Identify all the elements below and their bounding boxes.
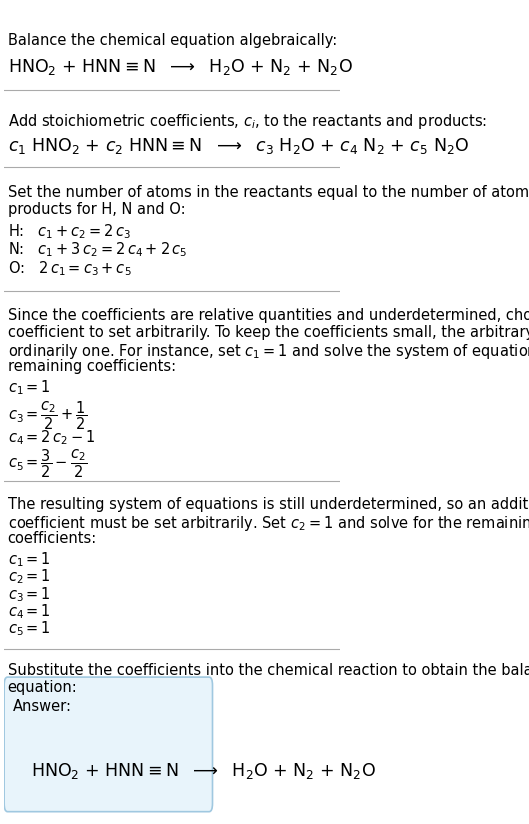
Text: O:   $2\,c_1 = c_3 + c_5$: O: $2\,c_1 = c_3 + c_5$ xyxy=(7,260,131,279)
Text: $c_1 = 1$: $c_1 = 1$ xyxy=(7,378,50,397)
Text: Set the number of atoms in the reactants equal to the number of atoms in the: Set the number of atoms in the reactants… xyxy=(7,185,529,200)
Text: ordinarily one. For instance, set $c_1 = 1$ and solve the system of equations fo: ordinarily one. For instance, set $c_1 =… xyxy=(7,342,529,361)
Text: products for H, N and O:: products for H, N and O: xyxy=(7,203,185,218)
Text: remaining coefficients:: remaining coefficients: xyxy=(7,359,176,374)
Text: Substitute the coefficients into the chemical reaction to obtain the balanced: Substitute the coefficients into the che… xyxy=(7,663,529,678)
Text: $c_4 = 1$: $c_4 = 1$ xyxy=(7,602,50,620)
Text: equation:: equation: xyxy=(7,681,77,695)
Text: $c_1$ HNO$_2$ + $c_2$ HNN$\equiv$N  $\longrightarrow$  $c_3$ H$_2$O + $c_4$ N$_2: $c_1$ HNO$_2$ + $c_2$ HNN$\equiv$N $\lon… xyxy=(7,136,469,157)
Text: N:   $c_1 + 3\,c_2 = 2\,c_4 + 2\,c_5$: N: $c_1 + 3\,c_2 = 2\,c_4 + 2\,c_5$ xyxy=(7,241,187,260)
Text: coefficient must be set arbitrarily. Set $c_2 = 1$ and solve for the remaining: coefficient must be set arbitrarily. Set… xyxy=(7,514,529,533)
FancyBboxPatch shape xyxy=(4,677,213,812)
Text: HNO$_2$ + HNN$\equiv$N  $\longrightarrow$  H$_2$O + N$_2$ + N$_2$O: HNO$_2$ + HNN$\equiv$N $\longrightarrow$… xyxy=(7,57,352,77)
Text: $c_3 = \dfrac{c_2}{2} + \dfrac{1}{2}$: $c_3 = \dfrac{c_2}{2} + \dfrac{1}{2}$ xyxy=(7,399,87,432)
Text: Balance the chemical equation algebraically:: Balance the chemical equation algebraica… xyxy=(7,33,337,48)
Text: $c_1 = 1$: $c_1 = 1$ xyxy=(7,550,50,569)
Text: $c_5 = \dfrac{3}{2} - \dfrac{c_2}{2}$: $c_5 = \dfrac{3}{2} - \dfrac{c_2}{2}$ xyxy=(7,448,87,480)
Text: Since the coefficients are relative quantities and underdetermined, choose a: Since the coefficients are relative quan… xyxy=(7,307,529,322)
Text: $c_5 = 1$: $c_5 = 1$ xyxy=(7,619,50,638)
Text: $c_4 = 2\,c_2 - 1$: $c_4 = 2\,c_2 - 1$ xyxy=(7,428,95,447)
Text: Add stoichiometric coefficients, $c_i$, to the reactants and products:: Add stoichiometric coefficients, $c_i$, … xyxy=(7,112,487,131)
Text: coefficient to set arbitrarily. To keep the coefficients small, the arbitrary va: coefficient to set arbitrarily. To keep … xyxy=(7,325,529,339)
Text: HNO$_2$ + HNN$\equiv$N  $\longrightarrow$  H$_2$O + N$_2$ + N$_2$O: HNO$_2$ + HNN$\equiv$N $\longrightarrow$… xyxy=(31,761,376,781)
Text: $c_3 = 1$: $c_3 = 1$ xyxy=(7,585,50,604)
Text: coefficients:: coefficients: xyxy=(7,531,97,546)
Text: The resulting system of equations is still underdetermined, so an additional: The resulting system of equations is sti… xyxy=(7,497,529,512)
Text: Answer:: Answer: xyxy=(13,699,71,714)
Text: $c_2 = 1$: $c_2 = 1$ xyxy=(7,568,50,587)
Text: H:   $c_1 + c_2 = 2\,c_3$: H: $c_1 + c_2 = 2\,c_3$ xyxy=(7,222,131,241)
